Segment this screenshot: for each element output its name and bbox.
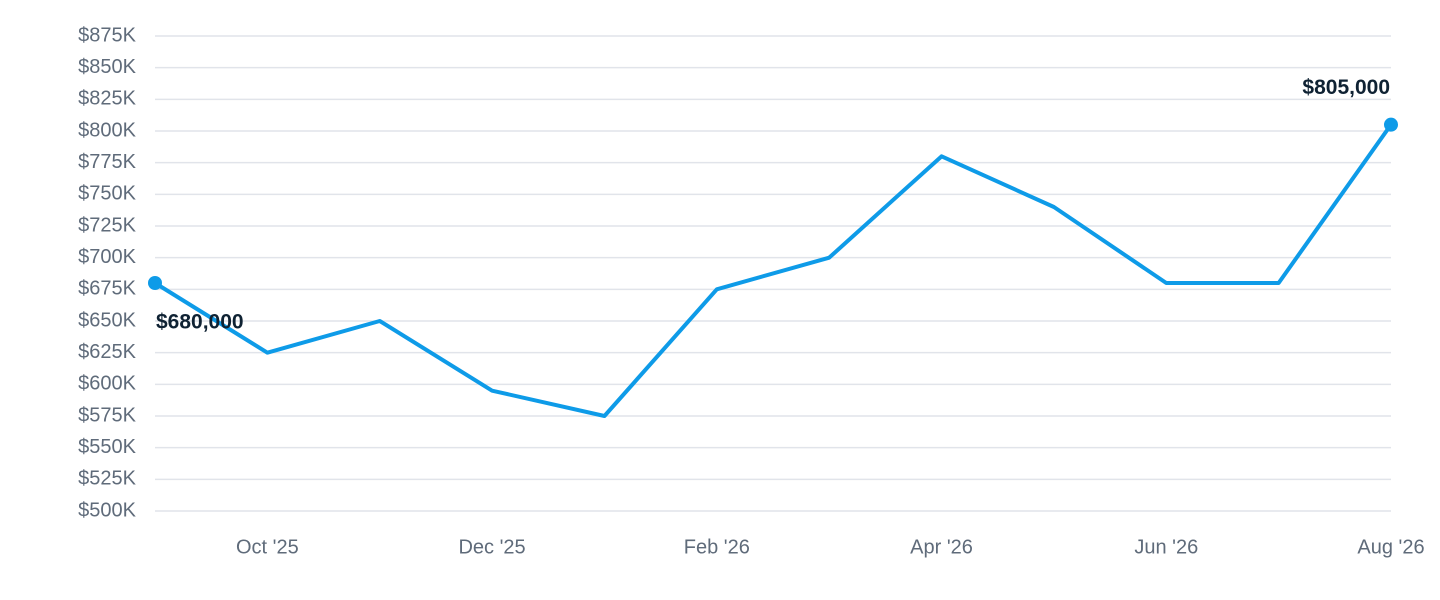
y-tick-label: $875K xyxy=(78,24,136,46)
y-tick-label: $825K xyxy=(78,88,136,110)
x-tick-label: Feb '26 xyxy=(684,536,750,558)
y-tick-label: $650K xyxy=(78,309,136,331)
y-tick-label: $800K xyxy=(78,119,136,141)
x-tick-label: Jun '26 xyxy=(1134,536,1198,558)
y-tick-label: $850K xyxy=(78,56,136,78)
value-label: $805,000 xyxy=(1302,76,1390,99)
y-tick-label: $550K xyxy=(78,436,136,458)
y-tick-label: $625K xyxy=(78,341,136,363)
point xyxy=(1384,117,1398,132)
x-tick-label: Apr '26 xyxy=(910,536,973,558)
line xyxy=(153,123,1393,418)
y-tick-label: $500K xyxy=(78,499,136,521)
x-tick-label: Aug '26 xyxy=(1357,536,1424,558)
y-tick-label: $675K xyxy=(78,278,136,300)
point xyxy=(148,276,162,290)
y-tick-label: $525K xyxy=(78,468,136,490)
y-tick-label: $700K xyxy=(78,246,136,268)
x-tick-label: Oct '25 xyxy=(236,536,299,558)
y-tick-label: $725K xyxy=(78,214,136,236)
x-tick-label: Dec '25 xyxy=(458,536,525,558)
value-label: $680,000 xyxy=(156,311,244,334)
y-tick-label: $775K xyxy=(78,151,136,173)
y-tick-label: $750K xyxy=(78,183,136,205)
y-tick-label: $600K xyxy=(78,373,136,395)
y-tick-label: $575K xyxy=(78,404,136,426)
